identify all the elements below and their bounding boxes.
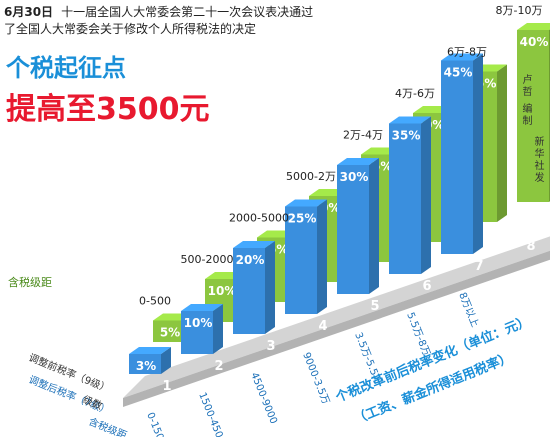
after-bracket-2: 1500-4500: [196, 391, 227, 437]
level-number-3: 3: [266, 339, 275, 354]
after-bar-5-side: [369, 158, 379, 294]
after-bar-4-label: 25%: [288, 212, 317, 226]
before-bar-8-top: [517, 23, 550, 30]
after-bar-2-label: 10%: [184, 316, 213, 330]
after-bar-5-label: 30%: [340, 170, 369, 184]
credit-author: 卢哲 编制: [520, 74, 531, 128]
after-bar-3-side: [265, 241, 275, 334]
level-number-1: 1: [162, 379, 171, 394]
after-bar-7-top: [441, 53, 483, 61]
after-bar-1-side: [161, 347, 171, 374]
before-bracket-8: 8万-10万: [496, 4, 543, 17]
row-label-after-bracket: 含税级距: [87, 415, 129, 437]
after-bracket-6: 5.5万-8万: [404, 311, 431, 358]
before-bracket-2: 500-2000: [181, 253, 234, 266]
before-bracket-5: 2万-4万: [343, 129, 383, 142]
after-bar-4-side: [317, 199, 327, 314]
after-bar-7-label: 45%: [444, 66, 473, 80]
after-bar-2-side: [213, 304, 223, 354]
after-bar-3-front: [233, 248, 265, 334]
header-line-2: 了全国人大常委会关于修改个人所得税法的决定: [4, 22, 257, 36]
after-bracket-3: 4500-9000: [248, 371, 279, 426]
before-bar-8-label: 40%: [520, 35, 549, 49]
row-label-before-bracket: 含税级距: [8, 275, 52, 289]
after-bar-2-top: [181, 304, 223, 311]
after-bar-6-top: [389, 116, 431, 124]
before-bar-1-front: [153, 320, 185, 342]
level-number-7: 7: [474, 259, 483, 274]
after-bracket-1: 0-1500: [144, 411, 167, 437]
after-bracket-4: 9000-3.5万: [300, 351, 331, 406]
after-bar-3-label: 20%: [236, 253, 265, 267]
before-bar-2-label: 10%: [208, 284, 237, 298]
before-bar-1-label: 5%: [160, 326, 180, 340]
after-bar-5-front: [337, 165, 369, 294]
after-bar-1-front: [129, 354, 161, 374]
title-line-1: 个税起征点: [6, 54, 126, 82]
level-number-8: 8: [526, 239, 535, 254]
level-number-2: 2: [214, 359, 223, 374]
after-bar-6-label: 35%: [392, 129, 421, 143]
header-date: 6月30日: [4, 5, 54, 19]
before-bracket-4: 5000-2万: [286, 170, 336, 183]
before-bracket-7: 6万-8万: [447, 46, 487, 59]
chart-floor-front: [123, 250, 550, 407]
before-bracket-1: 0-500: [139, 295, 171, 308]
after-bar-4-top: [285, 199, 327, 207]
after-bar-7-front: [441, 60, 473, 254]
credit-agency: 新华社发: [532, 136, 543, 184]
title-line-2: 提高至3500元: [6, 92, 210, 127]
level-number-6: 6: [422, 279, 431, 294]
after-bar-1-top: [129, 347, 171, 354]
level-number-5: 5: [370, 299, 379, 314]
after-bar-5-top: [337, 158, 379, 165]
after-bar-6-front: [389, 123, 421, 274]
after-bracket-7: 8万以上: [456, 291, 481, 329]
after-bar-6-side: [421, 116, 431, 274]
after-bar-7-side: [473, 53, 483, 254]
after-bar-2-front: [181, 311, 213, 354]
before-bar-7-side: [497, 64, 507, 222]
after-bar-4-front: [285, 206, 317, 314]
level-number-4: 4: [318, 319, 327, 334]
after-bar-1-label: 3%: [136, 359, 156, 373]
before-bracket-6: 4万-6万: [395, 87, 435, 100]
chart-floor-top: [123, 236, 550, 398]
before-bracket-3: 2000-5000: [229, 212, 289, 225]
after-bar-3-top: [233, 241, 275, 248]
header-text-1: 十一届全国人大常委会第二十一次会议表决通过: [61, 5, 314, 19]
header-line-1: 6月30日 十一届全国人大常委会第二十一次会议表决通过: [4, 3, 313, 20]
before-bar-8-front: [517, 30, 549, 202]
